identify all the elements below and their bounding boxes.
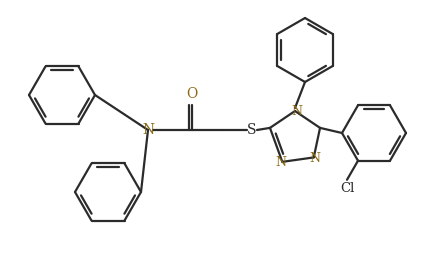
Text: O: O bbox=[186, 87, 197, 101]
Text: N: N bbox=[142, 123, 154, 137]
Text: N: N bbox=[276, 156, 287, 169]
Text: N: N bbox=[292, 105, 302, 118]
Text: S: S bbox=[247, 123, 257, 137]
Text: N: N bbox=[309, 152, 320, 165]
Text: Cl: Cl bbox=[340, 182, 354, 195]
